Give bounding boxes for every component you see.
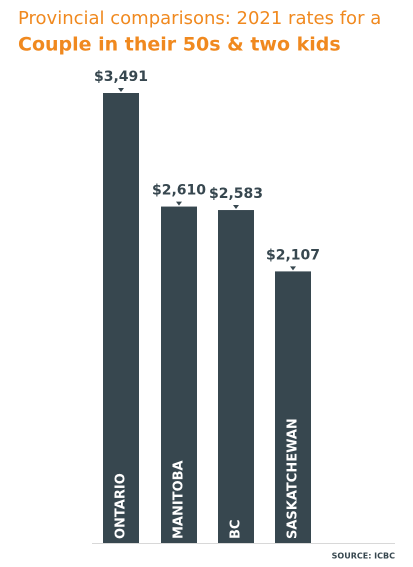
value-label: $2,610	[152, 183, 206, 199]
value-label: $3,491	[94, 69, 148, 85]
source-note: SOURCE: ICBC	[332, 552, 395, 561]
chart-title: Provincial comparisons: 2021 rates for a	[18, 8, 381, 29]
label-pointer	[176, 201, 182, 206]
label-pointer	[118, 88, 124, 92]
chart-subtitle: Couple in their 50s & two kids	[18, 34, 341, 56]
label-pointer	[233, 205, 239, 210]
category-label: SASKATCHEWAN	[286, 418, 301, 539]
bar	[103, 93, 139, 543]
category-label: BC	[229, 520, 244, 539]
value-label: $2,107	[266, 247, 320, 263]
category-label: MANITOBA	[172, 460, 187, 539]
bar	[161, 206, 197, 543]
bar	[275, 271, 311, 543]
bar	[218, 210, 254, 543]
value-label: $2,583	[209, 186, 263, 202]
category-label: ONTARIO	[114, 473, 129, 539]
label-pointer	[290, 266, 296, 271]
